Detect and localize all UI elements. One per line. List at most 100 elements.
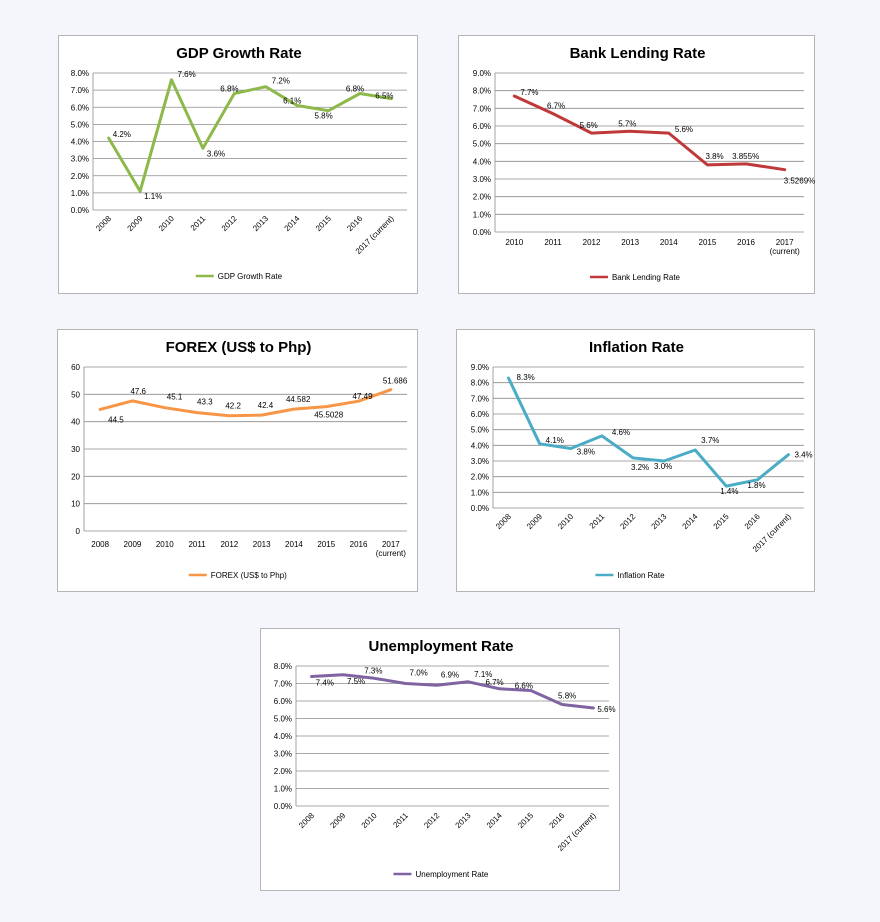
unemployment-chart: Unemployment Rate 0.0% 1.0% 2.0% 3.0% 4.0% 5.0… [260, 628, 620, 891]
gdp-growth-chart: GDP Growth Rate 0.0% 1.0% 2.0% 3.0% 4.0% 5.0% 6… [58, 35, 418, 294]
gdp-x-tick-label: 2010 [157, 214, 176, 233]
bank-y-tick-label: 1.0% [473, 210, 491, 219]
gdp-data-label: 1.1% [144, 192, 162, 201]
bank-data-label: 7.7% [520, 88, 538, 97]
forex-y-tick-label: 40 [71, 418, 80, 427]
forex-x-tick-label: 2014 [285, 540, 303, 549]
forex-chart-svg: FOREX (US$ to Php) 0 10 20 30 40 50 60 2008 2009 2… [71, 339, 408, 580]
unemployment-x-tick-label: 2008 [297, 811, 316, 830]
forex-chart: FOREX (US$ to Php) 0 10 20 30 40 50 60 2008 2009 2… [57, 329, 418, 592]
gdp-data-label: 4.2% [113, 130, 131, 139]
forex-data-label: 47.49 [353, 392, 374, 401]
unemployment-y-tick-label: 0.0% [274, 802, 292, 811]
unemployment-y-tick-label: 5.0% [274, 715, 292, 724]
gdp-growth-chart-svg: GDP Growth Rate 0.0% 1.0% 2.0% 3.0% 4.0% 5.0% 6… [71, 45, 407, 281]
forex-y-tick-label: 50 [71, 390, 80, 399]
gdp-series-line [107, 78, 393, 193]
forex-y-tick-label: 20 [71, 472, 80, 481]
gdp-y-tick-label: 7.0% [71, 86, 89, 95]
bank-y-tick-label: 3.0% [473, 175, 491, 184]
inflation-chart: Inflation Rate 0.0% 1.0% 2.0% 3.0% 4.0% 5.0% 6.… [456, 329, 815, 592]
bank-y-tick-label: 4.0% [473, 157, 491, 166]
gdp-data-label: 6.5% [375, 92, 393, 101]
gdp-data-label: 6.8% [346, 85, 364, 94]
forex-data-label: 45.5028 [314, 411, 343, 420]
forex-y-tick-label: 0 [76, 527, 81, 536]
bank-x-tick-label: 2017 [776, 238, 794, 247]
forex-y-tick-label: 60 [71, 363, 80, 372]
gdp-data-label: 6.8% [220, 85, 238, 94]
forex-x-tick-label: 2012 [220, 540, 238, 549]
forex-data-label: 47.6 [130, 387, 146, 396]
unemployment-data-label: 6.6% [515, 682, 533, 691]
inflation-data-label: 1.8% [747, 481, 765, 490]
gdp-x-tick-label: 2015 [314, 214, 333, 233]
forex-x-tick-label: 2016 [350, 540, 368, 549]
forex-y-tick-label: 10 [71, 500, 80, 509]
forex-x-tick-label: 2017 [382, 540, 400, 549]
bank-data-label: 5.6% [580, 121, 598, 130]
inflation-y-tick-label: 1.0% [471, 488, 489, 497]
inflation-series-line [507, 376, 790, 488]
bank-data-label: 5.6% [675, 125, 693, 134]
bank-legend-label: Bank Lending Rate [612, 273, 681, 282]
inflation-x-tick-label: 2016 [743, 512, 762, 531]
inflation-x-tick-label: 2011 [588, 512, 607, 531]
inflation-data-label: 3.7% [701, 436, 719, 445]
gdp-y-tick-label: 2.0% [71, 172, 89, 181]
unemployment-y-tick-label: 2.0% [274, 767, 292, 776]
forex-x-tick-label: 2015 [317, 540, 335, 549]
inflation-x-tick-label: 2010 [556, 512, 575, 531]
bank-x-tick-label: 2014 [660, 238, 678, 247]
gdp-data-label: 7.2% [272, 77, 290, 86]
unemployment-data-label: 5.6% [597, 705, 615, 714]
inflation-x-tick-label: 2012 [618, 512, 637, 531]
forex-x-tick-label-sub: (current) [376, 549, 407, 558]
bank-y-tick-label: 0.0% [473, 228, 491, 237]
unemployment-data-label: 7.0% [410, 669, 428, 678]
inflation-y-tick-label: 5.0% [471, 426, 489, 435]
inflation-y-tick-label: 2.0% [471, 473, 489, 482]
bank-data-label: 3.5269% [784, 177, 816, 186]
bank-y-tick-label: 8.0% [473, 87, 491, 96]
inflation-x-tick-label: 2013 [650, 512, 669, 531]
unemployment-x-tick-label: 2012 [422, 811, 441, 830]
gdp-x-tick-label: 2008 [94, 214, 113, 233]
inflation-data-label: 3.0% [654, 462, 672, 471]
bank-lending-chart: Bank Lending Rate 0.0% 1.0% 2.0% 3.0% 4.0% 5.0… [458, 35, 815, 294]
unemployment-x-tick-label: 2015 [516, 811, 535, 830]
unemployment-y-tick-label: 3.0% [274, 750, 292, 759]
bank-x-tick-label: 2015 [699, 238, 717, 247]
bank-chart-title: Bank Lending Rate [570, 45, 706, 62]
inflation-y-tick-label: 3.0% [471, 457, 489, 466]
unemployment-series-line [310, 673, 595, 710]
forex-data-label: 45.1 [167, 393, 183, 402]
unemployment-data-label: 7.3% [364, 666, 382, 675]
bank-y-tick-label: 6.0% [473, 122, 491, 131]
gdp-y-tick-label: 6.0% [71, 103, 89, 112]
inflation-y-tick-label: 0.0% [471, 504, 489, 513]
unemployment-legend-label: Unemployment Rate [415, 870, 488, 879]
inflation-x-tick-label: 2014 [681, 512, 700, 531]
bank-y-tick-label: 5.0% [473, 140, 491, 149]
bank-x-tick-label: 2012 [583, 238, 601, 247]
inflation-y-tick-label: 4.0% [471, 441, 489, 450]
unemployment-x-tick-label: 2014 [485, 811, 504, 830]
gdp-y-tick-label: 1.0% [71, 189, 89, 198]
bank-data-label: 3.8% [705, 152, 723, 161]
gdp-data-label: 7.6% [178, 70, 196, 79]
bank-lending-chart-svg: Bank Lending Rate 0.0% 1.0% 2.0% 3.0% 4.0% 5.0… [473, 45, 816, 282]
forex-x-tick-label: 2010 [156, 540, 174, 549]
inflation-chart-svg: Inflation Rate 0.0% 1.0% 2.0% 3.0% 4.0% 5.0% 6.… [471, 339, 813, 580]
bank-x-tick-label-sub: (current) [770, 247, 801, 256]
unemployment-y-tick-label: 4.0% [274, 732, 292, 741]
forex-data-label: 42.4 [258, 401, 274, 410]
unemployment-y-tick-label: 8.0% [274, 662, 292, 671]
forex-data-label: 43.3 [197, 398, 213, 407]
bank-data-label: 5.7% [618, 119, 636, 128]
inflation-data-label: 3.8% [577, 447, 595, 456]
unemployment-x-tick-label: 2010 [360, 811, 379, 830]
forex-data-label: 44.5 [108, 415, 124, 424]
inflation-data-label: 8.3% [517, 373, 535, 382]
bank-data-label: 3.855% [732, 152, 759, 161]
